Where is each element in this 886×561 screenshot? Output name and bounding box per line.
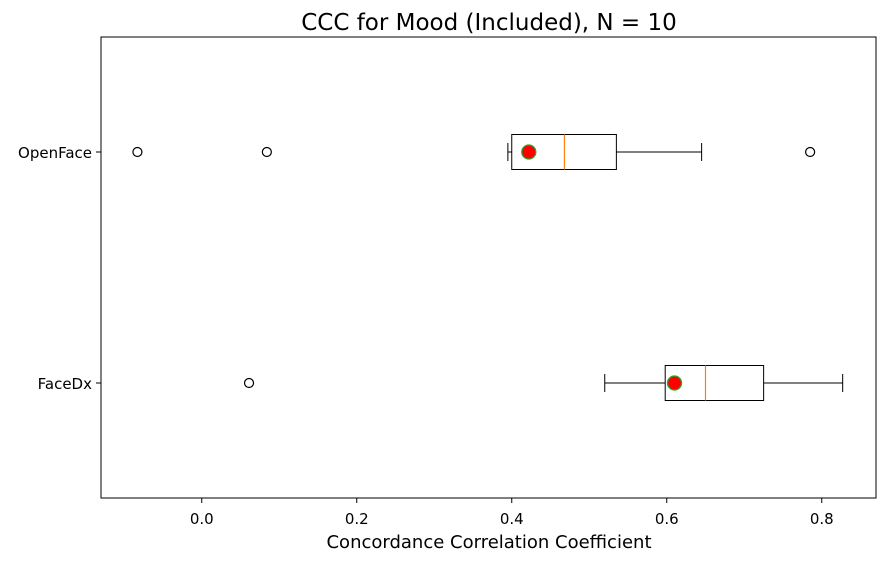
outlier-point-facedx — [243, 377, 255, 389]
x-tick-label: 0.4 — [500, 510, 524, 528]
iqr-box-facedx — [664, 365, 765, 401]
x-tick-label: 0.2 — [345, 510, 369, 528]
outlier-point-openface — [261, 146, 272, 158]
outlier-point-openface — [132, 146, 143, 158]
y-tick-label-facedx: FaceDx — [38, 375, 92, 393]
x-tick-label: 0.0 — [190, 510, 214, 528]
y-axis: OpenFace FaceDx — [18, 144, 101, 393]
chart-title: CCC for Mood (Included), N = 10 — [301, 10, 677, 36]
mean-marker-openface — [521, 144, 537, 160]
plot-frame — [100, 36, 877, 499]
x-axis-label: Concordance Correlation Coefficient — [326, 532, 651, 553]
y-tick-label-openface: OpenFace — [18, 144, 92, 162]
plot-area — [132, 134, 844, 401]
outlier-point-openface — [805, 146, 816, 158]
mean-marker-facedx — [666, 375, 683, 391]
x-tick-label: 0.6 — [655, 510, 679, 528]
x-axis: 0.0 0.2 0.4 0.6 0.8 — [190, 498, 834, 528]
x-tick-label: 0.8 — [810, 510, 834, 528]
